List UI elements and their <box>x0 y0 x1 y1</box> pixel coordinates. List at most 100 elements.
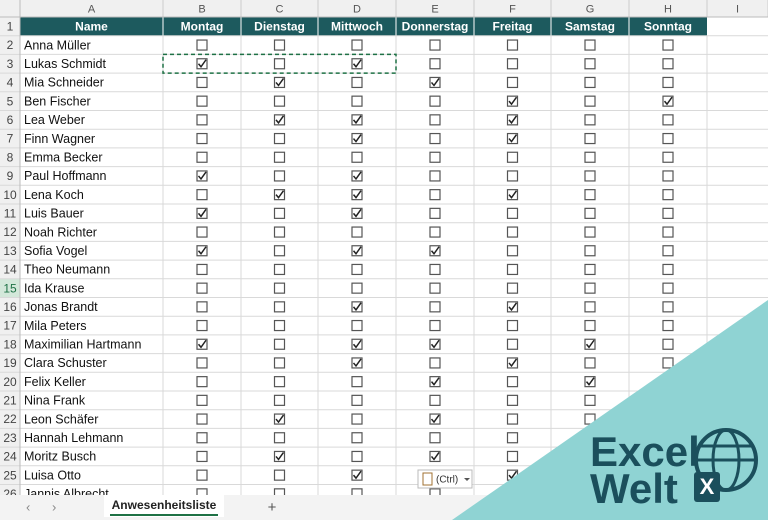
checkbox-unchecked[interactable] <box>584 170 596 182</box>
add-sheet[interactable]: + <box>268 499 277 516</box>
checkbox-unchecked[interactable] <box>662 114 674 126</box>
checkbox-unchecked[interactable] <box>273 488 286 499</box>
checkbox-unchecked[interactable] <box>506 226 519 238</box>
checkbox-checked[interactable] <box>429 376 441 388</box>
checkbox-checked[interactable] <box>429 450 441 463</box>
checkbox-unchecked[interactable] <box>351 319 363 332</box>
checkbox-unchecked[interactable] <box>196 488 208 499</box>
checkbox-unchecked[interactable] <box>429 95 441 107</box>
checkbox-unchecked[interactable] <box>584 357 596 369</box>
checkbox-unchecked[interactable] <box>662 357 674 369</box>
checkbox-unchecked[interactable] <box>273 263 286 276</box>
checkbox-checked[interactable] <box>351 338 363 350</box>
checkbox-unchecked[interactable] <box>196 450 208 463</box>
checkbox-unchecked[interactable] <box>662 207 674 219</box>
checkbox-unchecked[interactable] <box>584 151 596 163</box>
checkbox-unchecked[interactable] <box>429 39 441 51</box>
checkbox-unchecked[interactable] <box>351 76 363 89</box>
checkbox-unchecked[interactable] <box>584 95 596 107</box>
checkbox-unchecked[interactable] <box>196 282 208 294</box>
checkbox-unchecked[interactable] <box>584 58 596 70</box>
checkbox-unchecked[interactable] <box>662 132 674 145</box>
checkbox-unchecked[interactable] <box>584 245 596 257</box>
checkbox-unchecked[interactable] <box>273 226 286 238</box>
checkbox-unchecked[interactable] <box>506 319 519 332</box>
checkbox-unchecked[interactable] <box>273 319 286 332</box>
checkbox-checked[interactable] <box>584 376 596 388</box>
checkbox-unchecked[interactable] <box>506 245 519 257</box>
checkbox-unchecked[interactable] <box>273 338 286 350</box>
checkbox-unchecked[interactable] <box>196 95 208 107</box>
checkbox-checked[interactable] <box>429 76 441 89</box>
checkbox-unchecked[interactable] <box>506 413 519 425</box>
checkbox-unchecked[interactable] <box>196 394 208 406</box>
checkbox-unchecked[interactable] <box>506 39 519 51</box>
checkbox-unchecked[interactable] <box>506 450 519 463</box>
checkbox-unchecked[interactable] <box>196 189 208 201</box>
checkbox-unchecked[interactable] <box>351 39 363 51</box>
checkbox-unchecked[interactable] <box>584 301 596 313</box>
checkbox-unchecked[interactable] <box>351 432 363 444</box>
checkbox-checked[interactable] <box>196 207 208 219</box>
checkbox-unchecked[interactable] <box>584 76 596 89</box>
checkbox-unchecked[interactable] <box>273 58 286 70</box>
checkbox-unchecked[interactable] <box>351 394 363 406</box>
checkbox-checked[interactable] <box>196 245 208 257</box>
checkbox-unchecked[interactable] <box>506 338 519 350</box>
scroll-left[interactable]: ‹ <box>26 499 30 514</box>
checkbox-unchecked[interactable] <box>584 263 596 276</box>
checkbox-unchecked[interactable] <box>429 357 441 369</box>
checkbox-unchecked[interactable] <box>351 95 363 107</box>
checkbox-unchecked[interactable] <box>429 132 441 145</box>
checkbox-checked[interactable] <box>351 170 363 182</box>
checkbox-unchecked[interactable] <box>429 189 441 201</box>
checkbox-checked[interactable] <box>273 413 286 425</box>
checkbox-unchecked[interactable] <box>196 319 208 332</box>
checkbox-checked[interactable] <box>351 207 363 219</box>
checkbox-unchecked[interactable] <box>429 151 441 163</box>
checkbox-checked[interactable] <box>273 114 286 126</box>
checkbox-unchecked[interactable] <box>662 338 674 350</box>
checkbox-unchecked[interactable] <box>196 357 208 369</box>
checkbox-unchecked[interactable] <box>351 376 363 388</box>
checkbox-unchecked[interactable] <box>506 170 519 182</box>
checkbox-unchecked[interactable] <box>273 132 286 145</box>
checkbox-checked[interactable] <box>506 189 519 201</box>
checkbox-unchecked[interactable] <box>662 301 674 313</box>
checkbox-unchecked[interactable] <box>662 189 674 201</box>
checkbox-unchecked[interactable] <box>351 226 363 238</box>
checkbox-unchecked[interactable] <box>273 170 286 182</box>
checkbox-unchecked[interactable] <box>506 58 519 70</box>
checkbox-unchecked[interactable] <box>506 282 519 294</box>
checkbox-checked[interactable] <box>351 469 363 481</box>
checkbox-unchecked[interactable] <box>506 394 519 406</box>
checkbox-unchecked[interactable] <box>273 151 286 163</box>
checkbox-unchecked[interactable] <box>196 263 208 276</box>
scroll-right[interactable]: › <box>52 499 56 514</box>
checkbox-checked[interactable] <box>196 170 208 182</box>
checkbox-unchecked[interactable] <box>429 170 441 182</box>
checkbox-checked[interactable] <box>351 301 363 313</box>
checkbox-unchecked[interactable] <box>429 114 441 126</box>
checkbox-checked[interactable] <box>506 301 519 313</box>
checkbox-unchecked[interactable] <box>196 151 208 163</box>
checkbox-unchecked[interactable] <box>196 376 208 388</box>
checkbox-checked[interactable] <box>429 413 441 425</box>
checkbox-unchecked[interactable] <box>662 151 674 163</box>
checkbox-unchecked[interactable] <box>429 319 441 332</box>
checkbox-checked[interactable] <box>351 132 363 145</box>
checkbox-unchecked[interactable] <box>351 282 363 294</box>
checkbox-unchecked[interactable] <box>584 226 596 238</box>
checkbox-unchecked[interactable] <box>273 95 286 107</box>
checkbox-unchecked[interactable] <box>273 357 286 369</box>
checkbox-checked[interactable] <box>506 95 519 107</box>
checkbox-unchecked[interactable] <box>196 76 208 89</box>
checkbox-unchecked[interactable] <box>506 432 519 444</box>
checkbox-unchecked[interactable] <box>584 394 596 406</box>
checkbox-unchecked[interactable] <box>351 450 363 463</box>
checkbox-unchecked[interactable] <box>273 432 286 444</box>
checkbox-unchecked[interactable] <box>429 301 441 313</box>
checkbox-unchecked[interactable] <box>273 301 286 313</box>
checkbox-unchecked[interactable] <box>273 376 286 388</box>
checkbox-unchecked[interactable] <box>273 394 286 406</box>
